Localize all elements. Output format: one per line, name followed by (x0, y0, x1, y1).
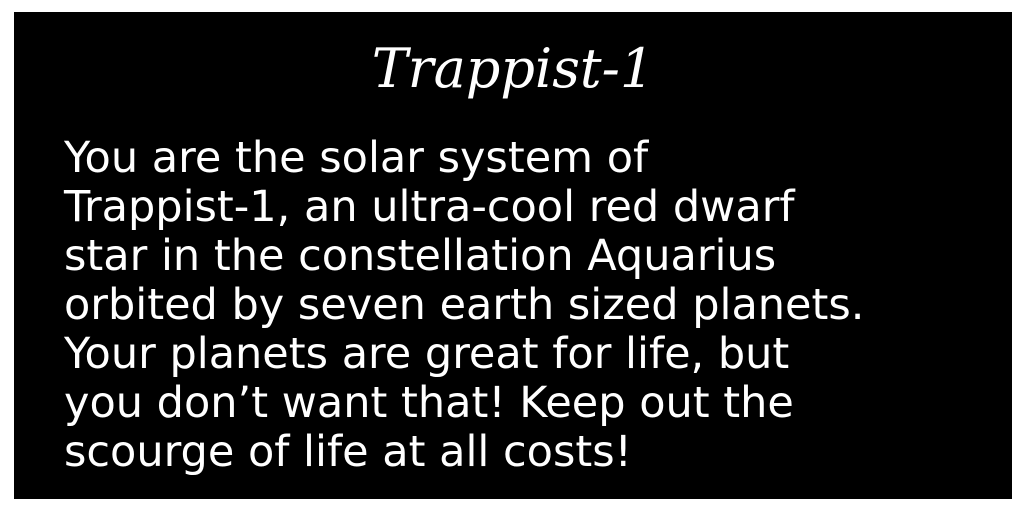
intro-text: You are the solar system of Trappist-1, … (64, 133, 865, 477)
game-title: Trappist-1 (371, 37, 655, 100)
intro-panel: Trappist-1 You are the solar system of T… (14, 12, 1012, 499)
